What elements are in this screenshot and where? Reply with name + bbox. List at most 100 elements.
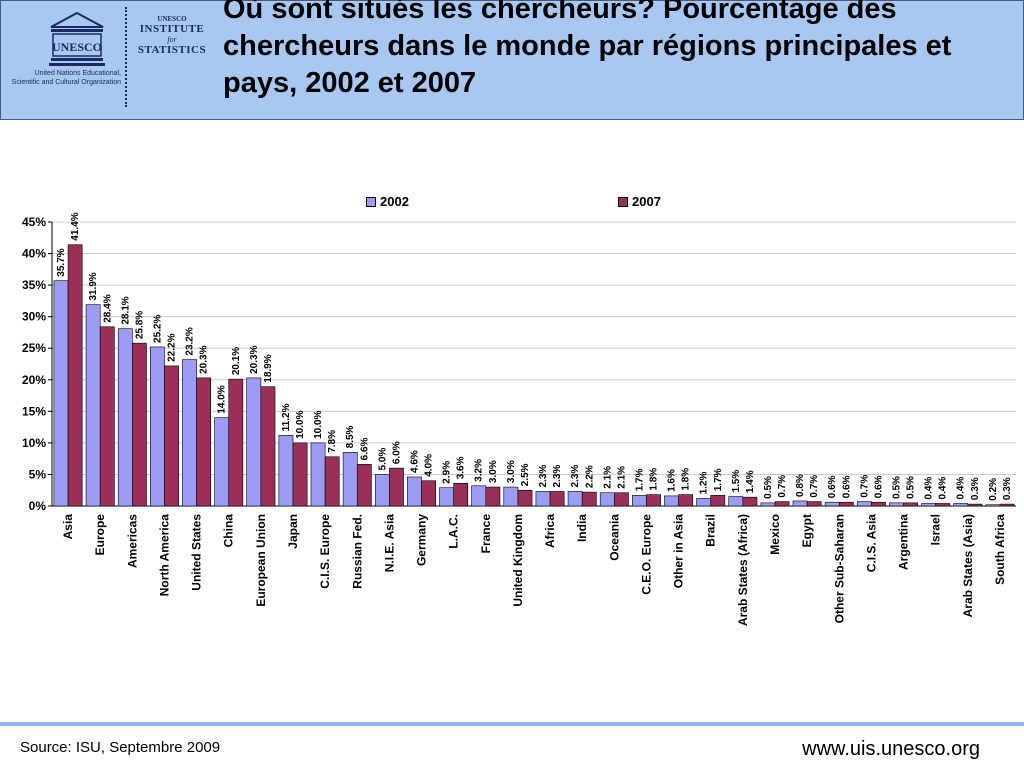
x-category-label: Germany bbox=[415, 514, 429, 566]
y-tick-label: 40% bbox=[22, 247, 46, 261]
legend-label-2002: 2002 bbox=[380, 194, 409, 209]
x-category-label: Egypt bbox=[800, 514, 814, 547]
bar-2002 bbox=[728, 496, 744, 507]
data-label-2002: 0.5% bbox=[891, 476, 902, 499]
x-category-label: Argentina bbox=[897, 514, 911, 570]
x-category-label: Oceania bbox=[607, 514, 621, 561]
data-label-2002: 14.0% bbox=[217, 385, 228, 413]
data-label-2007: 6.6% bbox=[359, 437, 370, 460]
bar-2007 bbox=[838, 501, 854, 507]
bar-2002 bbox=[535, 491, 551, 507]
data-label-2007: 20.1% bbox=[231, 347, 242, 375]
data-label-2007: 0.7% bbox=[809, 475, 820, 498]
bar-2002 bbox=[310, 442, 326, 507]
x-category-label: United Kingdom bbox=[511, 514, 525, 607]
x-category-label: India bbox=[575, 514, 589, 542]
x-category-label: Europe bbox=[93, 514, 107, 556]
data-label-2007: 0.7% bbox=[777, 475, 788, 498]
data-label-2002: 0.6% bbox=[827, 475, 838, 498]
x-category-label: Africa bbox=[543, 514, 557, 548]
data-label-2007: 2.2% bbox=[584, 465, 595, 488]
bar-2007 bbox=[356, 464, 372, 507]
data-label-2002: 2.3% bbox=[570, 465, 581, 488]
bar-2002 bbox=[664, 495, 679, 507]
bar-2007 bbox=[871, 501, 886, 507]
legend-item-2007: 2007 bbox=[618, 194, 661, 209]
legend-swatch-2002 bbox=[366, 196, 376, 207]
data-label-2002: 1.6% bbox=[667, 469, 678, 492]
data-label-2002: 1.5% bbox=[731, 470, 742, 493]
bar-2007 bbox=[935, 503, 951, 507]
bar-2007 bbox=[967, 503, 983, 507]
y-tick-label: 30% bbox=[22, 310, 46, 324]
bar-2002 bbox=[503, 486, 519, 507]
data-label-2007: 2.5% bbox=[520, 463, 531, 486]
bar-2007 bbox=[999, 503, 1015, 507]
bar-2007 bbox=[228, 378, 244, 507]
bar-2007 bbox=[485, 486, 501, 507]
bar-2007 bbox=[774, 501, 790, 507]
bar-2002 bbox=[599, 492, 615, 507]
data-label-2007: 0.3% bbox=[1002, 477, 1013, 500]
isu-line-2: INSTITUTE bbox=[139, 23, 205, 35]
bar-2007 bbox=[710, 494, 726, 507]
bar-2007 bbox=[646, 494, 661, 507]
y-tick-label: 35% bbox=[22, 278, 46, 292]
data-label-2007: 1.7% bbox=[713, 468, 724, 491]
data-label-2007: 1.4% bbox=[745, 470, 756, 493]
bar-2007 bbox=[67, 244, 83, 507]
x-category-label: Americas bbox=[125, 514, 139, 568]
legend-label-2007: 2007 bbox=[632, 194, 661, 209]
data-label-2002: 3.0% bbox=[506, 460, 517, 483]
y-tick-label: 0% bbox=[29, 499, 47, 513]
x-category-label: N.I.E. Asia bbox=[382, 514, 396, 573]
bar-2002 bbox=[150, 346, 165, 507]
x-category-label: North America bbox=[157, 514, 171, 597]
bar-2007 bbox=[549, 491, 565, 507]
x-category-label: Arab States (Africa) bbox=[736, 514, 750, 626]
y-tick-label: 10% bbox=[22, 436, 46, 450]
x-category-label: South Africa bbox=[993, 514, 1007, 585]
bar-2002 bbox=[182, 359, 197, 507]
bar-2007 bbox=[581, 491, 597, 507]
data-label-2002: 11.2% bbox=[281, 403, 292, 431]
isu-line-4: STATISTICS bbox=[137, 44, 207, 56]
footer-divider bbox=[0, 722, 1024, 726]
data-label-2007: 6.0% bbox=[391, 441, 402, 464]
bar-chart: 0% 5% 10% 15% 20% 25% 30% 35% 40% 45% 35.7%41.4% As… bbox=[22, 212, 1016, 626]
data-label-2007: 3.0% bbox=[488, 460, 499, 483]
y-tick-label: 15% bbox=[22, 404, 46, 418]
unesco-logo: UNESCO United Nations Educational, Scien… bbox=[7, 5, 121, 103]
data-label-2007: 20.3% bbox=[199, 345, 210, 373]
x-category-label: United States bbox=[190, 514, 204, 591]
bar-2002 bbox=[53, 280, 69, 507]
x-category-label: C.I.S. Asia bbox=[864, 514, 878, 573]
bar-2002 bbox=[856, 501, 872, 507]
source-note: Source: ISU, Septembre 2009 bbox=[20, 739, 221, 756]
data-label-2002: 5.0% bbox=[377, 448, 388, 471]
x-category-label: Brazil bbox=[704, 514, 718, 547]
x-category-label: France bbox=[479, 514, 493, 554]
website-link[interactable]: www.uis.unesco.org bbox=[802, 738, 980, 760]
y-tick-label: 5% bbox=[29, 467, 47, 481]
data-label-2007: 0.5% bbox=[906, 476, 917, 499]
bar-2007 bbox=[132, 342, 147, 507]
bar-2002 bbox=[921, 503, 936, 507]
y-tick-label: 20% bbox=[22, 373, 46, 387]
data-label-2002: 23.2% bbox=[185, 327, 196, 355]
bar-2002 bbox=[696, 498, 712, 507]
x-category-label: European Union bbox=[254, 514, 268, 607]
bar-2002 bbox=[374, 474, 390, 507]
data-label-2002: 20.3% bbox=[249, 345, 260, 373]
data-label-2007: 2.3% bbox=[552, 465, 563, 488]
data-label-2002: 4.6% bbox=[409, 450, 420, 473]
data-label-2002: 28.1% bbox=[120, 296, 131, 324]
bar-2002 bbox=[214, 417, 230, 507]
x-category-label: Asia bbox=[61, 514, 75, 540]
data-label-2002: 0.8% bbox=[795, 474, 806, 497]
bar-2007 bbox=[99, 326, 115, 507]
data-label-2007: 0.6% bbox=[841, 475, 852, 498]
bar-2002 bbox=[439, 487, 454, 507]
bar-2002 bbox=[117, 328, 133, 507]
data-label-2007: 41.4% bbox=[70, 212, 81, 240]
